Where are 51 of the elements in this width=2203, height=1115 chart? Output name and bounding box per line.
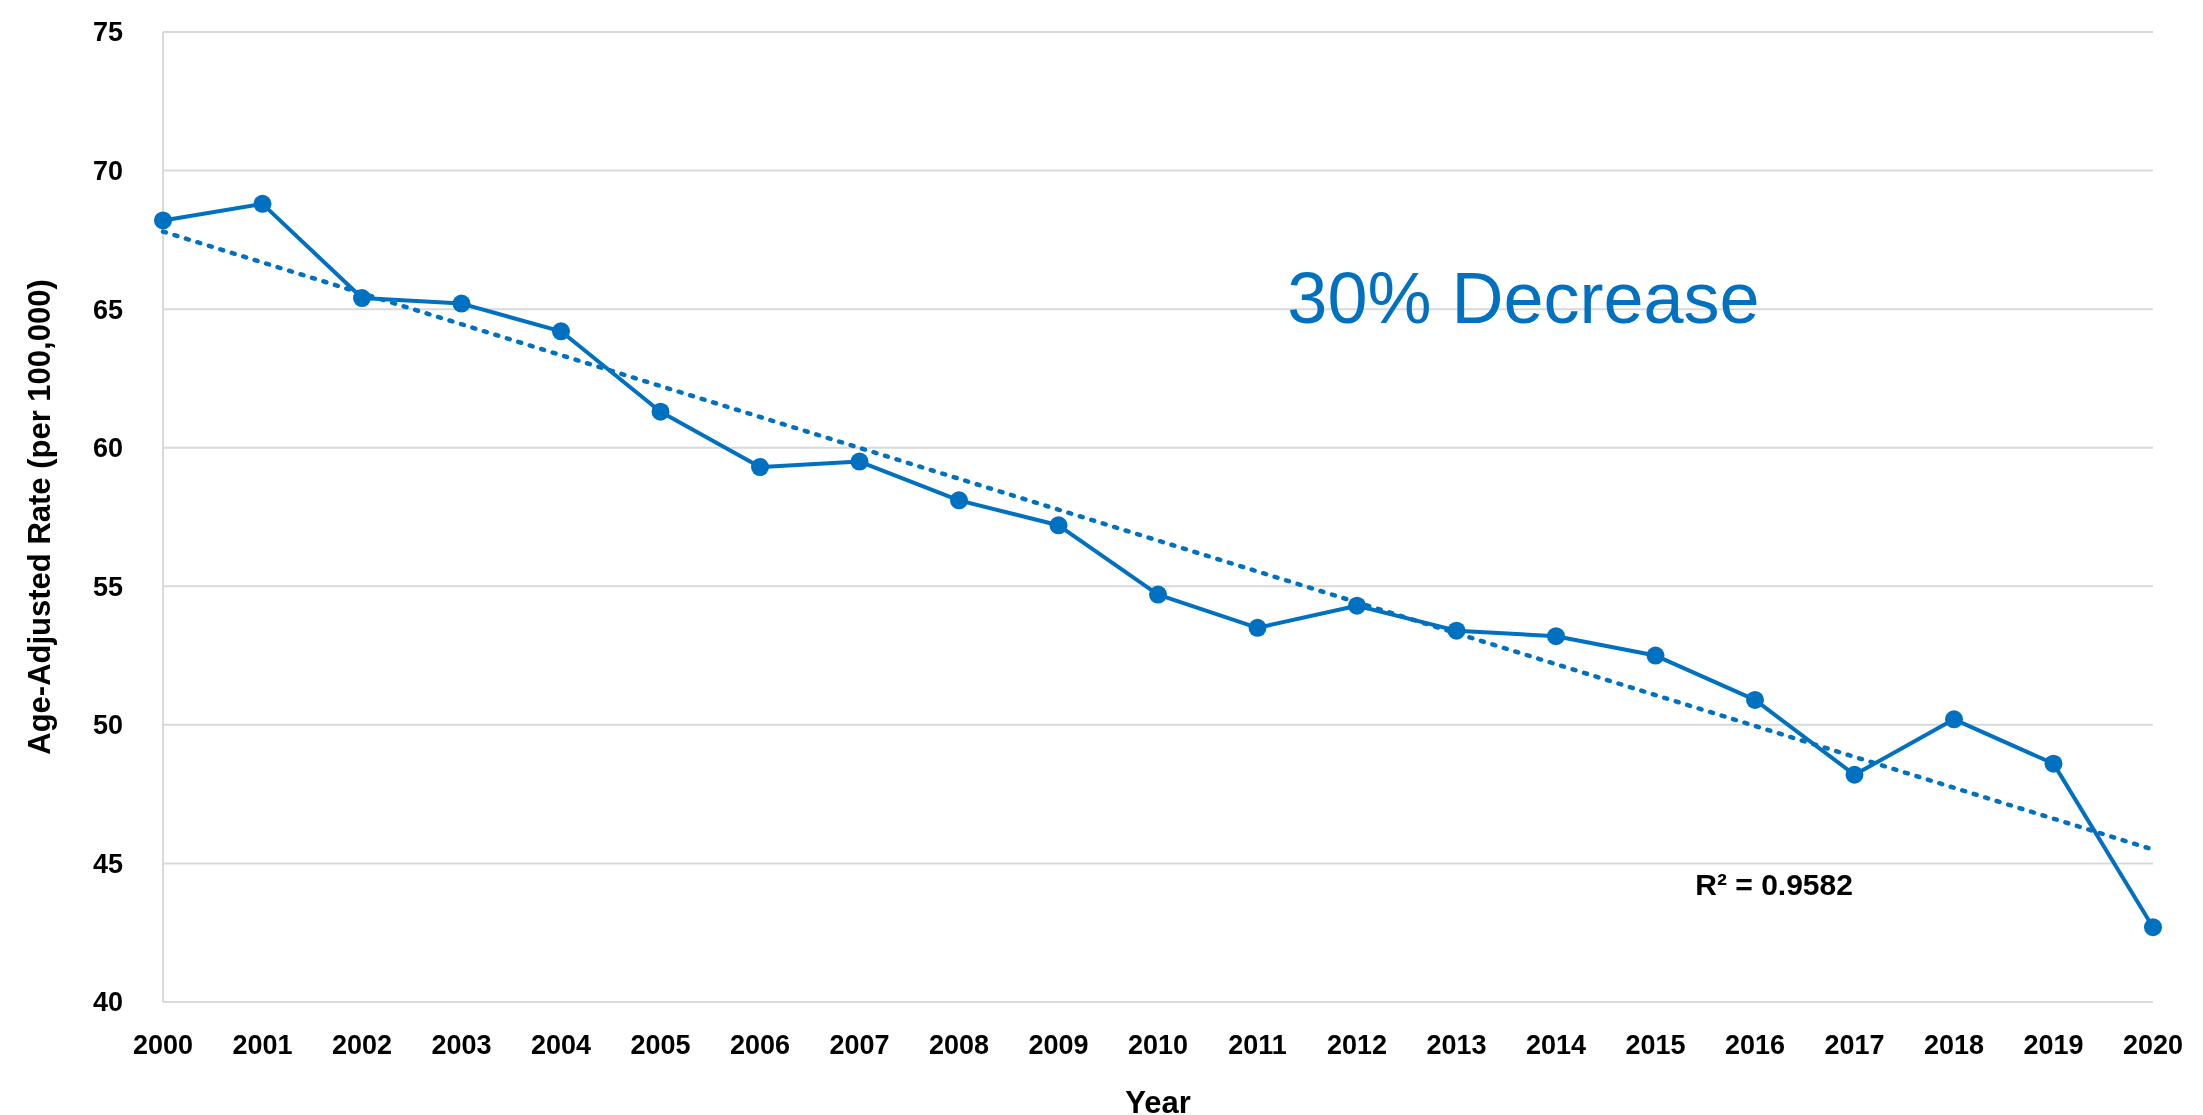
x-tick-label: 2004 bbox=[530, 1030, 592, 1060]
y-axis-title: Age-Adjusted Rate (per 100,000) bbox=[22, 279, 57, 755]
point bbox=[950, 491, 968, 510]
x-tick-label: 2019 bbox=[2023, 1030, 2084, 1060]
annotation: 30% Decrease bbox=[1287, 258, 1760, 338]
point bbox=[2044, 754, 2063, 773]
y-tick-label: 55 bbox=[92, 571, 123, 602]
y-tick-label: 60 bbox=[92, 433, 123, 464]
point bbox=[1746, 690, 1764, 709]
point bbox=[1845, 765, 1864, 784]
x-tick-label: 2007 bbox=[829, 1030, 890, 1060]
x-tick-label: 2009 bbox=[1028, 1030, 1089, 1060]
point bbox=[1248, 618, 1267, 637]
x-axis-title: Year bbox=[1125, 1085, 1191, 1115]
point bbox=[552, 322, 570, 341]
point bbox=[651, 402, 670, 421]
point bbox=[1945, 710, 1963, 729]
point bbox=[751, 458, 769, 477]
x-tick-label: 2005 bbox=[630, 1030, 691, 1060]
y-tick-label: 50 bbox=[92, 710, 123, 741]
y-tick-label: 70 bbox=[92, 156, 123, 187]
point bbox=[1149, 585, 1167, 604]
point bbox=[1646, 646, 1665, 665]
point bbox=[850, 452, 869, 471]
x-tick-label: 2020 bbox=[2122, 1030, 2184, 1060]
y-tick-label: 65 bbox=[92, 294, 123, 325]
point bbox=[1049, 516, 1068, 535]
point bbox=[452, 294, 471, 313]
y-tick-label: 75 bbox=[92, 17, 123, 48]
x-tick-label: 2017 bbox=[1824, 1030, 1885, 1060]
x-tick-label: 2015 bbox=[1625, 1030, 1686, 1060]
x-tick-label: 2013 bbox=[1426, 1030, 1487, 1060]
x-tick-label: 2000 bbox=[132, 1030, 194, 1060]
x-tick-label: 2010 bbox=[1127, 1030, 1189, 1060]
point bbox=[253, 194, 272, 213]
x-tick-label: 2016 bbox=[1724, 1030, 1786, 1060]
point bbox=[2144, 918, 2162, 937]
y-tick-label: 40 bbox=[92, 987, 123, 1018]
x-tick-label: 2018 bbox=[1923, 1030, 1985, 1060]
x-tick-label: 2002 bbox=[331, 1030, 393, 1060]
point bbox=[154, 211, 172, 230]
x-tick-label: 2008 bbox=[928, 1030, 990, 1060]
x-tick-label: 2003 bbox=[431, 1030, 492, 1060]
x-tick-label: 2011 bbox=[1228, 1030, 1287, 1060]
x-tick-label: 2012 bbox=[1326, 1030, 1388, 1060]
annotation: R² = 0.9582 bbox=[1695, 868, 1853, 902]
point bbox=[1547, 627, 1565, 646]
x-tick-label: 2006 bbox=[729, 1030, 791, 1060]
x-tick-label: 2014 bbox=[1525, 1030, 1587, 1060]
x-tick-label: 2001 bbox=[232, 1030, 293, 1060]
y-tick-label: 45 bbox=[92, 848, 123, 879]
